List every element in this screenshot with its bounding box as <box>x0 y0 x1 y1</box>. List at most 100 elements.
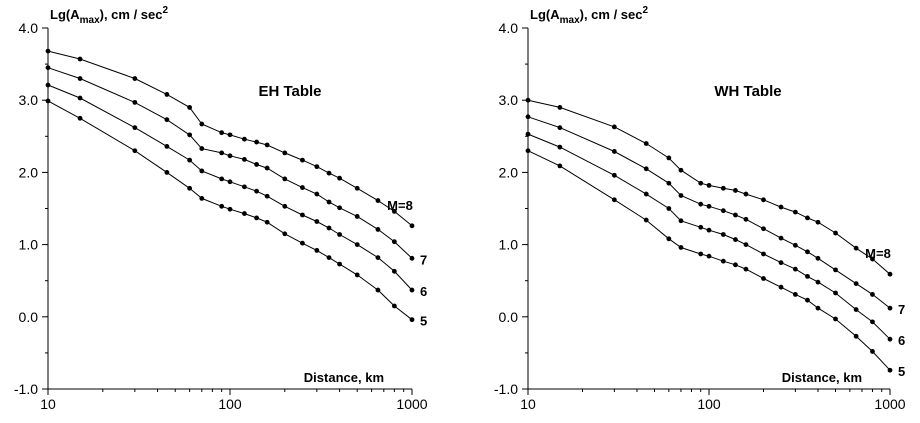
data-point <box>77 95 83 101</box>
data-point <box>678 245 684 250</box>
data-point <box>314 191 320 197</box>
series-2: 7 <box>45 65 427 267</box>
data-point <box>887 336 893 342</box>
data-point <box>792 242 798 248</box>
data-point <box>743 266 749 272</box>
data-point <box>164 144 170 149</box>
series-label: M=8 <box>387 198 413 213</box>
data-point <box>227 179 233 185</box>
data-point <box>354 185 360 191</box>
data-point <box>264 142 270 148</box>
data-point <box>887 367 893 373</box>
data-point <box>219 203 225 209</box>
series-label: M=8 <box>865 246 891 261</box>
data-point <box>77 115 83 121</box>
data-point <box>219 150 225 156</box>
data-point <box>337 205 342 211</box>
data-point <box>853 307 859 312</box>
data-point <box>678 218 684 224</box>
y-axis-title: Lg(Amax), cm / sec2 <box>530 5 649 26</box>
data-point <box>254 139 259 145</box>
data-point <box>853 245 859 251</box>
data-point <box>300 240 305 246</box>
data-point <box>326 255 332 260</box>
data-point <box>337 232 342 237</box>
data-point <box>132 148 138 154</box>
y-tick-label: 0.0 <box>19 309 39 325</box>
data-point <box>733 262 738 268</box>
series-3: 6 <box>45 82 427 299</box>
data-point <box>833 316 838 322</box>
x-tick-label: 100 <box>697 396 721 412</box>
data-point <box>678 193 684 198</box>
data-point <box>227 153 233 159</box>
data-point <box>391 268 397 274</box>
data-point <box>698 180 704 186</box>
data-point <box>870 319 875 325</box>
data-point <box>557 105 563 110</box>
data-point <box>375 227 381 232</box>
data-point <box>227 132 233 138</box>
data-point <box>761 276 766 281</box>
data-point <box>409 317 415 323</box>
data-point <box>300 157 305 163</box>
data-point <box>187 157 193 163</box>
data-point <box>833 267 838 273</box>
data-point <box>733 188 738 193</box>
data-point <box>187 132 193 138</box>
data-point <box>300 212 305 218</box>
data-point <box>643 217 649 223</box>
data-point <box>282 203 288 209</box>
data-point <box>242 157 247 162</box>
data-point <box>264 193 270 199</box>
data-point <box>409 223 415 229</box>
data-point <box>706 227 712 233</box>
series-line <box>527 116 891 309</box>
y-axis-title-part: Lg(A <box>530 7 560 22</box>
panel-title: EH Table <box>258 83 321 100</box>
data-point <box>219 176 225 182</box>
data-point <box>227 206 233 212</box>
data-point <box>706 253 712 259</box>
data-point <box>77 56 83 62</box>
data-point <box>242 211 247 216</box>
series-line <box>47 50 413 227</box>
data-point <box>300 185 305 190</box>
data-point <box>187 105 193 110</box>
data-point <box>314 164 320 170</box>
data-point <box>525 131 531 137</box>
data-point <box>409 255 415 261</box>
data-point <box>219 130 225 136</box>
data-point <box>743 216 749 222</box>
data-point <box>525 97 531 103</box>
data-point <box>643 141 649 146</box>
data-point <box>743 191 749 197</box>
data-point <box>792 292 798 297</box>
data-point <box>743 242 749 248</box>
data-point <box>778 260 784 266</box>
data-point <box>282 176 288 182</box>
series-2: 7 <box>525 114 905 317</box>
series-3: 6 <box>525 131 905 348</box>
data-point <box>326 225 332 231</box>
data-point <box>833 230 838 236</box>
x-tick-label: 1000 <box>396 396 427 412</box>
series-label: 7 <box>420 252 427 267</box>
data-point <box>887 271 893 277</box>
data-point <box>282 231 288 237</box>
data-point <box>706 182 712 188</box>
y-tick-label: -1.0 <box>14 381 38 397</box>
series-line <box>527 99 891 275</box>
data-point <box>792 209 798 215</box>
x-axis-title: Distance, km <box>782 370 862 385</box>
data-point <box>254 188 259 194</box>
data-point <box>77 76 83 81</box>
y-axis-title-part: Lg(A <box>50 7 80 22</box>
series-line <box>527 150 891 371</box>
data-point <box>337 261 342 267</box>
data-point <box>887 305 893 311</box>
x-tick-label: 1000 <box>874 396 905 412</box>
data-point <box>375 255 381 260</box>
data-point <box>666 155 672 161</box>
